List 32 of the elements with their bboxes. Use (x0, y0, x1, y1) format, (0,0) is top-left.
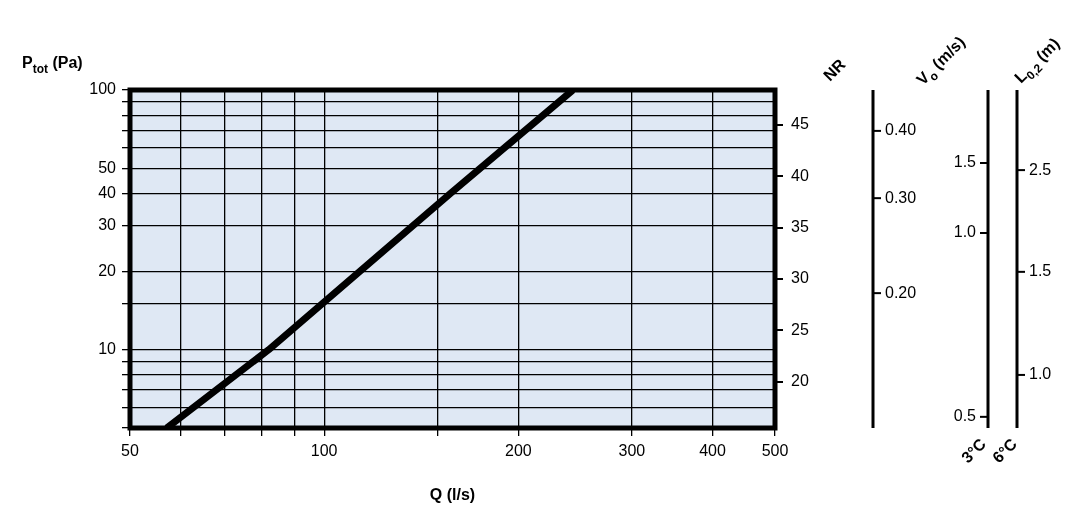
y2-tick-label: 45 (791, 115, 809, 133)
y2-tick-label: 20 (791, 372, 809, 390)
y-tick-label: 20 (98, 261, 117, 279)
x-tick-label: 200 (504, 442, 532, 460)
y-tick-label: 40 (98, 183, 117, 201)
y-tick-label: 50 (98, 158, 117, 176)
y-tick-label: 100 (89, 80, 117, 98)
text: 0.20 (885, 283, 917, 301)
y-tick-label: 30 (98, 216, 117, 234)
y-tick-label: 10 (98, 340, 117, 358)
text: 1.0 (1029, 365, 1052, 383)
text: L0,2 (m) (1011, 34, 1063, 87)
x-axis-title: Q (l/s) (429, 485, 476, 503)
text: 1.5 (953, 153, 977, 171)
text: 1.5 (1029, 262, 1052, 280)
text: 1.0 (953, 223, 977, 241)
text: 2.5 (1029, 160, 1052, 178)
x-tick-label: 400 (699, 442, 726, 460)
x-tick-label: 500 (761, 442, 789, 460)
text: 6°C (989, 434, 1021, 467)
y2-axis-title: NR (820, 55, 849, 85)
y2-tick-label: 35 (791, 218, 809, 236)
text: 3°C (958, 434, 990, 467)
text: 0.40 (885, 121, 917, 139)
y2-tick-label: 30 (791, 269, 809, 287)
text: 0.30 (885, 188, 917, 206)
x-tick-label: 100 (310, 442, 338, 460)
x-tick-label: 300 (618, 442, 646, 460)
y2-tick-label: 25 (791, 320, 809, 338)
text: 0.5 (953, 407, 977, 425)
x-tick-label: 50 (121, 442, 139, 460)
y2-tick-label: 40 (791, 166, 809, 184)
